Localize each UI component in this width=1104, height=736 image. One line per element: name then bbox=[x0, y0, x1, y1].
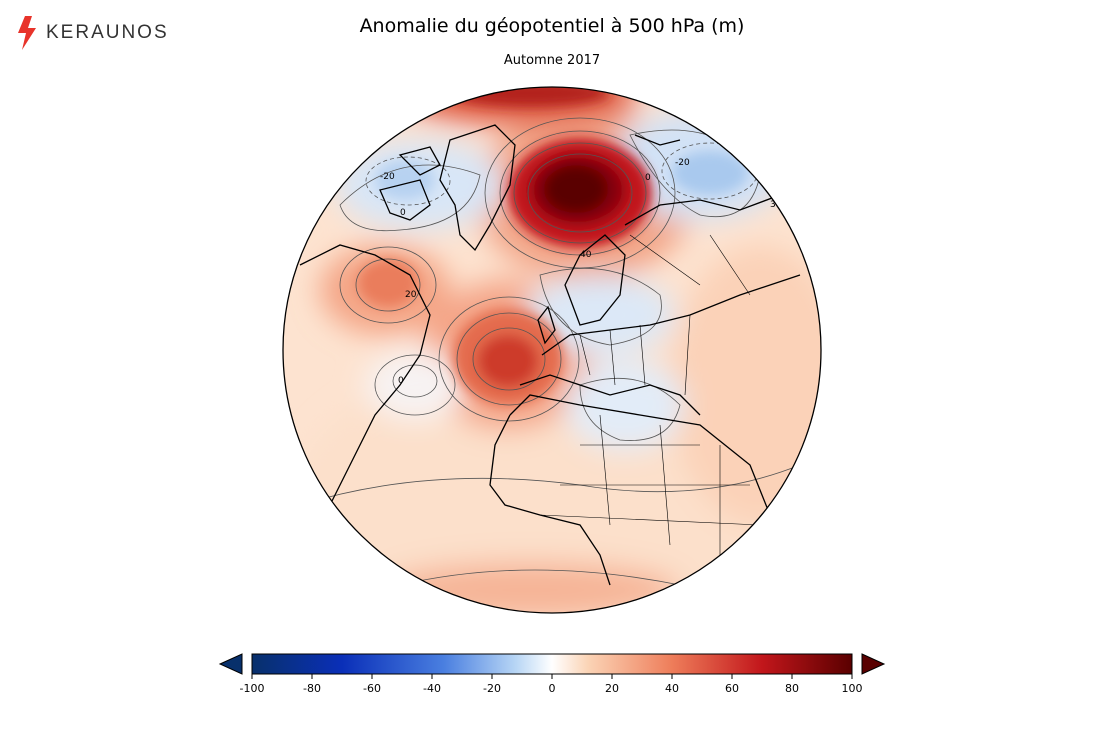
keraunos-logo: KERAUNOS bbox=[16, 16, 169, 50]
colorbar-tick-label: -40 bbox=[423, 682, 441, 695]
contour-label: 0 bbox=[645, 173, 651, 183]
anomaly-cores bbox=[358, 87, 748, 405]
globe-outline bbox=[282, 86, 822, 614]
colorbar-tick-label: 0 bbox=[549, 682, 556, 695]
colorbar-tick-label: 80 bbox=[785, 682, 799, 695]
colorbar-tick-label: 60 bbox=[725, 682, 739, 695]
colorbar-min-extend-arrow bbox=[218, 653, 243, 675]
contour-label: 0 bbox=[398, 376, 404, 386]
contour-label: 20 bbox=[405, 290, 417, 300]
colorbar-tick-label: -60 bbox=[363, 682, 381, 695]
colorbar-max-extend-arrow bbox=[861, 653, 886, 675]
colorbar: -100 -80 -60 -40 -20 0 20 40 60 80 100 bbox=[218, 653, 886, 695]
colorbar-gradient bbox=[251, 653, 853, 675]
map-subtitle: Automne 2017 bbox=[503, 53, 601, 68]
country-borders bbox=[539, 234, 761, 555]
contour-label: 40 bbox=[580, 250, 592, 260]
colorbar-tick-label: 100 bbox=[842, 682, 863, 695]
map-title: Anomalie du géopotentiel à 500 hPa (m) bbox=[359, 15, 745, 37]
lightning-bolt-icon bbox=[18, 16, 36, 50]
colorbar-tick-label: -100 bbox=[240, 682, 265, 695]
colorbar-tick-label: 40 bbox=[665, 682, 679, 695]
contour-label: 0 bbox=[400, 208, 406, 218]
globe-map: -20 -20 0 20 30 40 0 0 bbox=[282, 86, 822, 614]
contour-label: -20 bbox=[380, 172, 395, 182]
contour-label: -20 bbox=[675, 158, 690, 168]
colorbar-ticks: -100 -80 -60 -40 -20 0 20 40 60 80 100 bbox=[240, 674, 863, 695]
colorbar-tick-label: -20 bbox=[483, 682, 501, 695]
colorbar-tick-label: -80 bbox=[303, 682, 321, 695]
brand-name: KERAUNOS bbox=[46, 22, 169, 43]
colorbar-tick-label: 20 bbox=[605, 682, 619, 695]
